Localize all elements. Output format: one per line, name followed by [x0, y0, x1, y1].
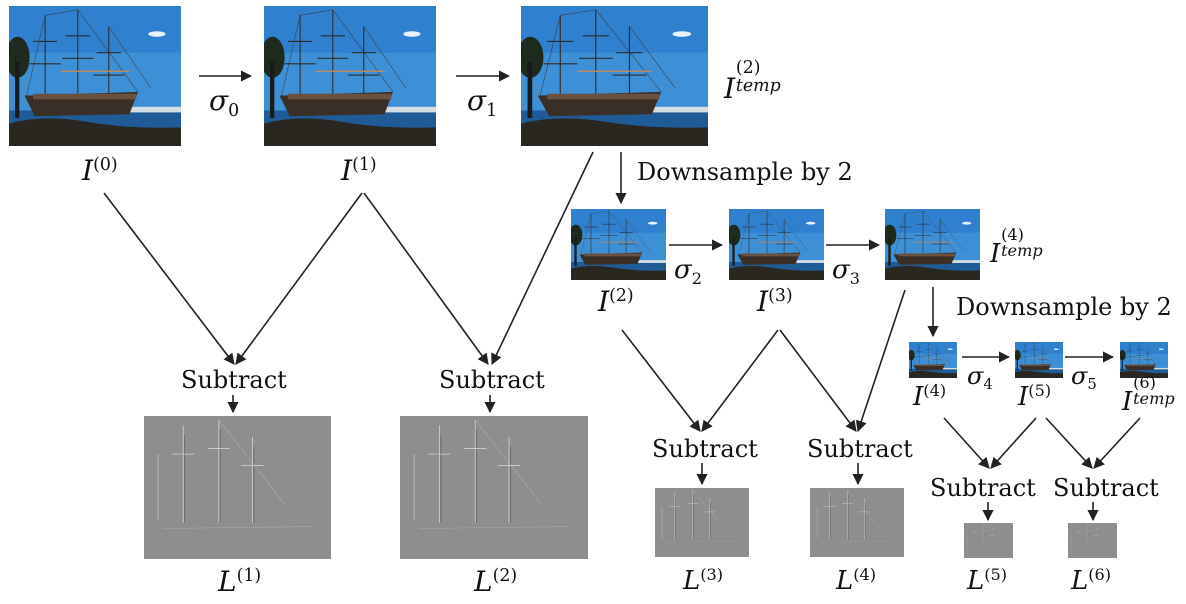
photo-I5	[1015, 342, 1063, 378]
difference-image-svg	[810, 488, 904, 557]
arrow-I3-sub4	[779, 329, 857, 432]
photo-I4temp	[885, 209, 980, 280]
arrow-I4temp-sub4	[855, 289, 906, 433]
label-I2temp: I (2) temp	[724, 58, 781, 105]
label-sigma0: σ0	[209, 84, 240, 122]
photo-I2	[571, 209, 666, 280]
label-L6: L(6)	[1071, 565, 1112, 596]
arrow-I0-sub1	[103, 192, 235, 365]
arrow-I5-sub6	[1045, 417, 1093, 469]
photo-I0	[9, 6, 181, 146]
label-subtract-1: Subtract	[181, 366, 287, 394]
label-I3: I(3)	[757, 285, 793, 318]
diff-L5	[964, 523, 1013, 558]
label-L3: L(3)	[683, 565, 724, 596]
label-subtract-5: Subtract	[930, 474, 1036, 502]
ship-photo-svg	[1120, 342, 1168, 378]
photo-I4	[909, 342, 957, 378]
label-subtract-4: Subtract	[807, 435, 913, 463]
difference-image-svg	[144, 416, 331, 559]
difference-image-svg	[964, 523, 1013, 558]
diff-L2	[400, 416, 588, 559]
label-sigma2: σ2	[674, 255, 702, 288]
ship-photo-svg	[885, 209, 980, 280]
label-sigma5: σ5	[1071, 362, 1097, 394]
ship-photo-svg	[521, 6, 708, 146]
arrow-I4-sub5	[943, 417, 990, 469]
arrow-I5-sub5	[990, 417, 1037, 469]
label-I6temp: I (6) temp	[1122, 373, 1175, 417]
difference-image-svg	[655, 488, 749, 557]
photo-I6temp	[1120, 342, 1168, 378]
ship-photo-svg	[729, 209, 824, 280]
ship-photo-svg	[571, 209, 666, 280]
difference-image-svg	[400, 416, 588, 559]
label-L5: L(5)	[967, 565, 1008, 596]
photo-I3	[729, 209, 824, 280]
arrow-I6temp-sub6	[1093, 417, 1141, 469]
ship-photo-svg	[9, 6, 181, 146]
arrow-I2-sub3	[621, 329, 701, 432]
diff-L6	[1068, 523, 1117, 558]
photo-I2temp	[521, 6, 708, 146]
diff-L3	[655, 488, 749, 557]
label-subtract-6: Subtract	[1053, 474, 1159, 502]
arrow-I3-sub3	[701, 329, 779, 432]
label-I2: I(2)	[598, 285, 634, 318]
ship-photo-svg	[909, 342, 957, 378]
difference-image-svg	[1068, 523, 1117, 558]
diff-L1	[144, 416, 331, 559]
label-subtract-2: Subtract	[439, 366, 545, 394]
photo-I1	[264, 6, 436, 146]
label-L1: L(1)	[218, 565, 262, 598]
label-sigma4: σ4	[967, 362, 993, 394]
label-L4: L(4)	[836, 565, 877, 596]
label-subtract-3: Subtract	[652, 435, 758, 463]
label-I4temp: I (4) temp	[990, 225, 1043, 269]
label-I1: I(1)	[341, 154, 377, 187]
ship-photo-svg	[264, 6, 436, 146]
label-I0: I(0)	[82, 154, 118, 187]
ship-photo-svg	[1015, 342, 1063, 378]
label-L2: L(2)	[474, 565, 518, 598]
arrow-I1-sub2	[363, 192, 489, 365]
label-downsample-1: Downsample by 2	[637, 158, 853, 186]
diff-L4	[810, 488, 904, 557]
arrow-I1-sub1	[235, 192, 363, 365]
label-I4: I(4)	[913, 381, 947, 412]
label-sigma1: σ1	[467, 84, 498, 122]
label-sigma3: σ3	[832, 255, 860, 288]
label-I5: I(5)	[1018, 381, 1052, 412]
label-downsample-2: Downsample by 2	[956, 293, 1172, 321]
